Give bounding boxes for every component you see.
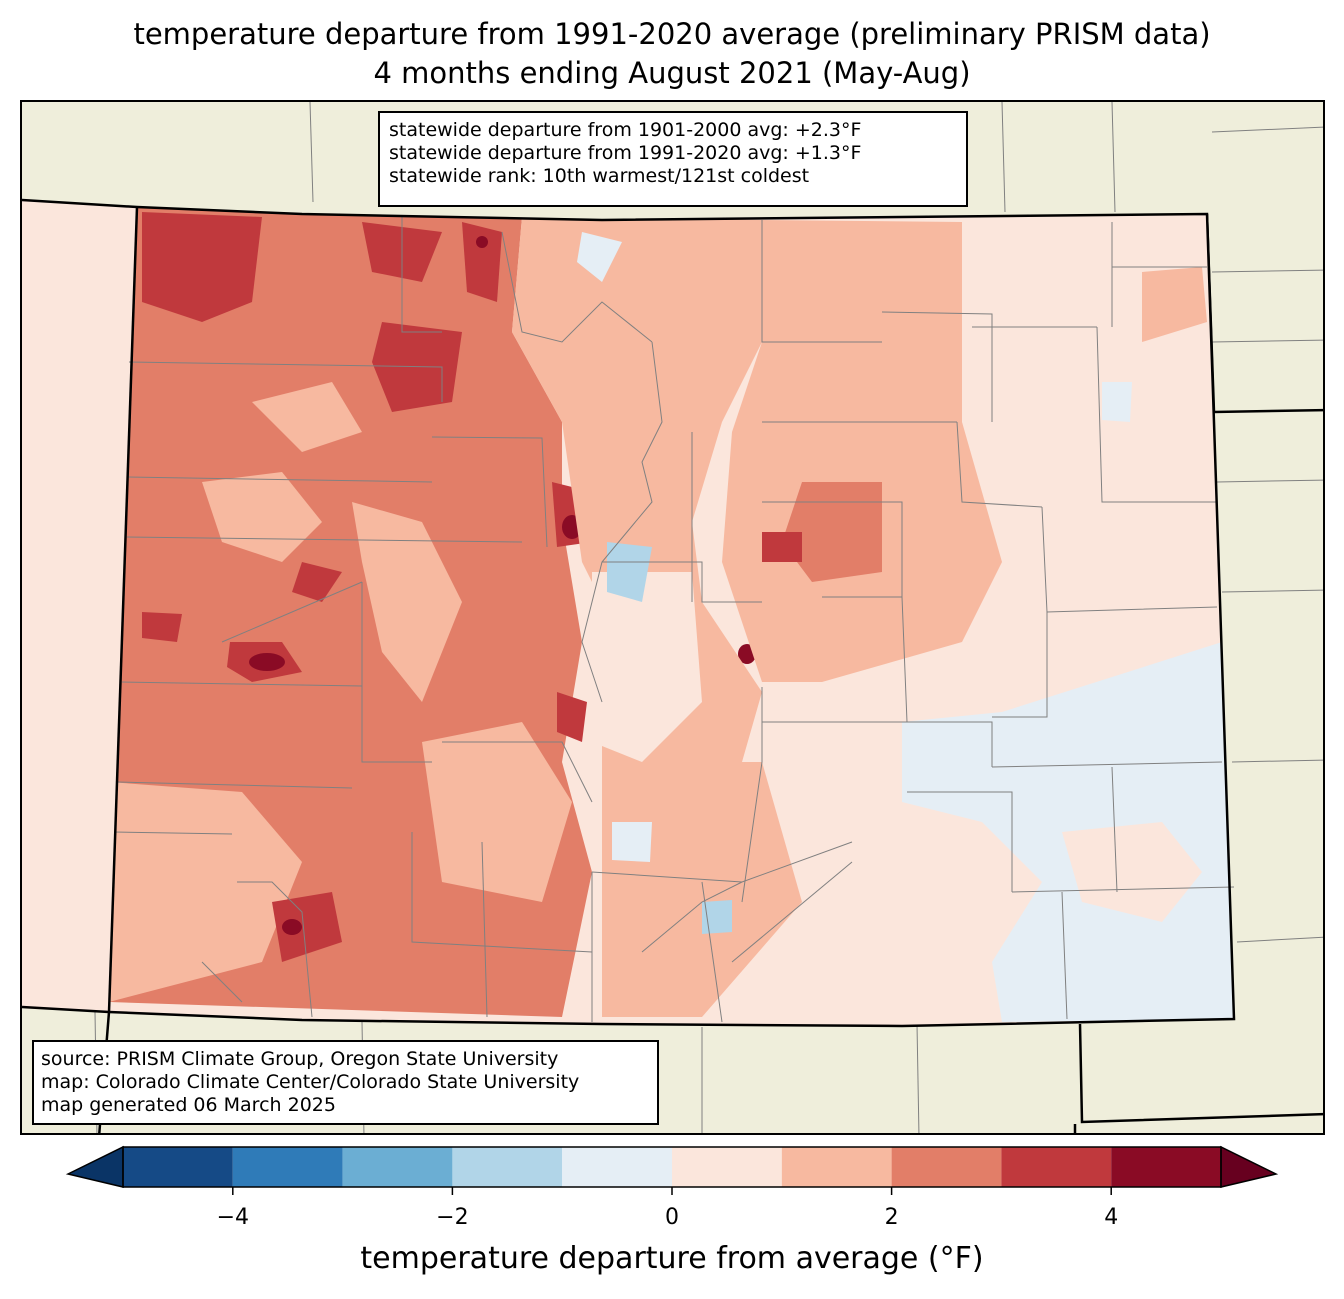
colorbar-bin <box>123 1147 233 1187</box>
colorado-west-border <box>107 206 139 1013</box>
colorado-temperature-map <box>22 102 1323 1133</box>
stats-line-1901-2000: statewide departure from 1901-2000 avg: … <box>389 119 862 141</box>
colorbar-bin <box>342 1147 453 1187</box>
colorbar-bin <box>672 1147 782 1187</box>
colorbar-tick-label: 0 <box>665 1205 679 1230</box>
colorbar-bin <box>232 1147 343 1187</box>
colorbar-under-arrow <box>65 1145 124 1188</box>
stats-line-1991-2020: statewide departure from 1991-2020 avg: … <box>389 142 862 164</box>
statewide-stats-box: statewide departure from 1901-2000 avg: … <box>378 111 968 207</box>
map-title: temperature departure from 1991-2020 ave… <box>133 17 1211 51</box>
colorbar-bin <box>781 1147 892 1187</box>
county-borders <box>113 217 1235 1023</box>
colorbar-tick-label: −4 <box>216 1205 250 1230</box>
colorbar-over-arrow <box>1220 1145 1279 1188</box>
colorbar-tick-label: 2 <box>884 1205 899 1230</box>
colorbar-tick-label: −2 <box>436 1205 469 1230</box>
source-line-map: map: Colorado Climate Center/Colorado St… <box>41 1071 580 1093</box>
map-panel <box>20 100 1325 1135</box>
colorbar-bin <box>1001 1147 1112 1187</box>
source-line-prism: source: PRISM Climate Group, Oregon Stat… <box>41 1048 559 1070</box>
stats-line-rank: statewide rank: 10th warmest/121st colde… <box>389 165 810 187</box>
colorado-state-border <box>22 198 1236 1028</box>
temperature-departure-field <box>109 207 1234 1022</box>
colorbar-bin <box>452 1147 563 1187</box>
colorbar <box>65 1145 1279 1195</box>
source-box: source: PRISM Climate Group, Oregon Stat… <box>32 1040 659 1125</box>
colorbar-tick-label: 4 <box>1104 1205 1119 1230</box>
source-line-date: map generated 06 March 2025 <box>41 1094 336 1116</box>
colorbar-label: temperature departure from average (°F) <box>360 1241 984 1276</box>
map-subtitle: 4 months ending August 2021 (May-Aug) <box>373 56 971 90</box>
colorbar-bin <box>891 1147 1002 1187</box>
colorbar-bin <box>1111 1147 1221 1187</box>
colorbar-bin <box>562 1147 672 1187</box>
